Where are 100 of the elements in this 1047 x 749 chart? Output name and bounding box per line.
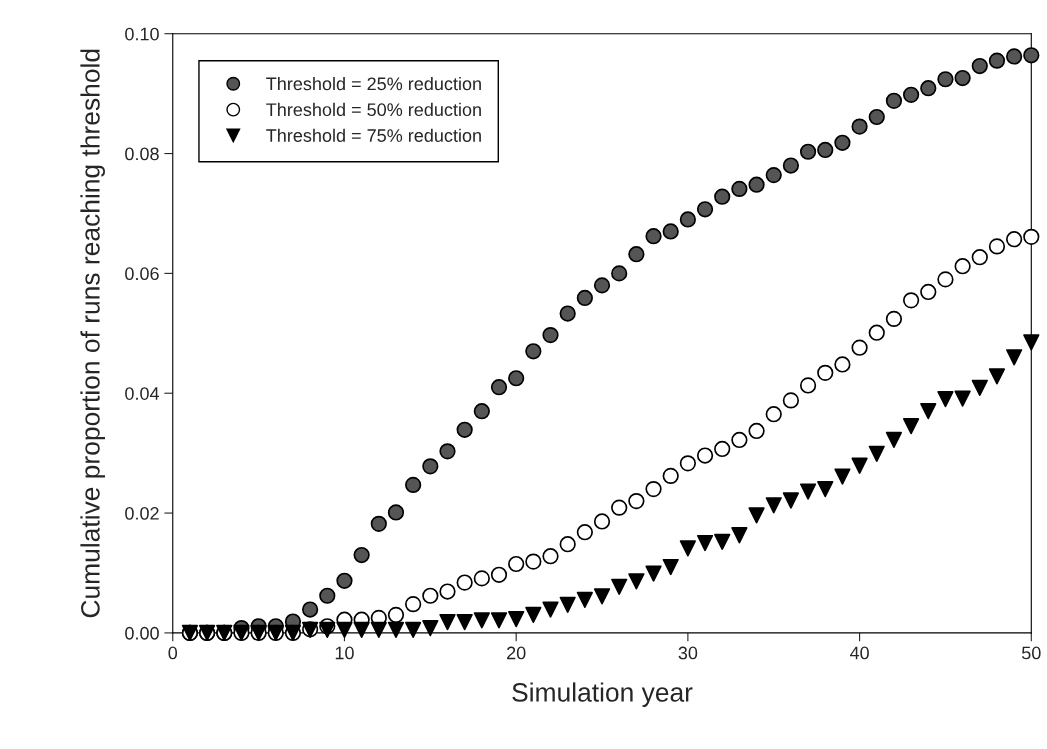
point: [868, 108, 885, 126]
point: [988, 238, 1006, 255]
point: [662, 223, 679, 240]
point: [473, 403, 490, 420]
point: [353, 621, 370, 639]
point: [696, 534, 714, 552]
point: [937, 271, 954, 288]
point: [731, 180, 748, 198]
point: [542, 326, 559, 344]
legend-label: Threshold = 25% reduction: [266, 76, 481, 91]
point: [714, 533, 731, 550]
point: [456, 421, 473, 438]
point: [834, 356, 851, 373]
point: [1023, 334, 1040, 351]
point: [782, 392, 800, 409]
point: [988, 52, 1006, 69]
point: [902, 418, 920, 435]
y-axis-title: Cumulative proportion of runs reaching threshold: [80, 49, 105, 618]
point: [525, 606, 542, 624]
point: [319, 587, 336, 604]
legend-label: Threshold = 75% reduction: [266, 128, 481, 142]
point: [439, 583, 456, 600]
point: [542, 601, 559, 618]
point: [662, 558, 679, 576]
point: [679, 211, 696, 228]
point: [1006, 231, 1023, 248]
point: [765, 166, 782, 184]
point: [422, 619, 439, 637]
point: [336, 621, 353, 639]
point: [490, 612, 508, 629]
point: [490, 566, 508, 583]
point: [611, 265, 628, 282]
point: [473, 570, 490, 587]
point: [611, 499, 628, 516]
point: [817, 480, 834, 498]
point: [302, 601, 319, 618]
point: [405, 621, 422, 639]
point: [696, 447, 714, 464]
point: [971, 249, 988, 266]
point: [576, 524, 593, 541]
point: [714, 440, 731, 458]
point: [765, 406, 782, 423]
point: [817, 141, 834, 159]
point: [937, 391, 954, 408]
point: [508, 611, 525, 628]
point: [851, 118, 868, 135]
legend-label: Threshold = 50% reduction: [266, 102, 481, 117]
point: [834, 468, 851, 485]
point: [559, 305, 576, 322]
point: [370, 515, 387, 532]
x-tick-label: 40: [849, 646, 869, 660]
point: [748, 507, 765, 524]
point: [525, 343, 542, 360]
point: [748, 176, 765, 193]
point: [971, 379, 988, 396]
point: [439, 443, 456, 460]
point: [593, 277, 611, 294]
point: [868, 324, 885, 341]
point: [817, 364, 834, 381]
point: [748, 422, 765, 440]
point: [628, 246, 645, 263]
y-tick-label: 0.10: [125, 27, 159, 41]
point: [799, 143, 817, 160]
point: [731, 527, 748, 544]
point: [593, 513, 611, 530]
point: [611, 578, 628, 595]
point: [353, 546, 370, 564]
point: [679, 540, 696, 557]
point: [799, 377, 817, 394]
y-tick-label: 0.04: [125, 387, 160, 400]
point: [559, 536, 576, 553]
point: [542, 548, 559, 565]
point: [851, 339, 868, 356]
point: [799, 483, 817, 500]
point: [576, 289, 593, 307]
point: [696, 201, 714, 218]
point: [765, 497, 782, 514]
point: [559, 596, 576, 613]
point: [508, 555, 525, 573]
point: [319, 621, 336, 639]
point: [1006, 349, 1023, 366]
point: [662, 467, 679, 485]
point: [902, 292, 920, 309]
point: [920, 80, 937, 97]
point: [885, 310, 903, 328]
point: [645, 228, 662, 245]
point: [834, 134, 851, 151]
point: [782, 157, 800, 174]
point: [387, 504, 405, 521]
point: [731, 431, 748, 449]
y-tick-label: 0.00: [125, 626, 159, 640]
point: [1023, 228, 1040, 245]
point: [508, 370, 525, 387]
point: [422, 587, 439, 604]
point: [714, 188, 731, 205]
point: [885, 92, 903, 109]
point: [954, 390, 971, 407]
point: [593, 588, 611, 605]
point: [920, 283, 937, 301]
point: [954, 69, 971, 87]
